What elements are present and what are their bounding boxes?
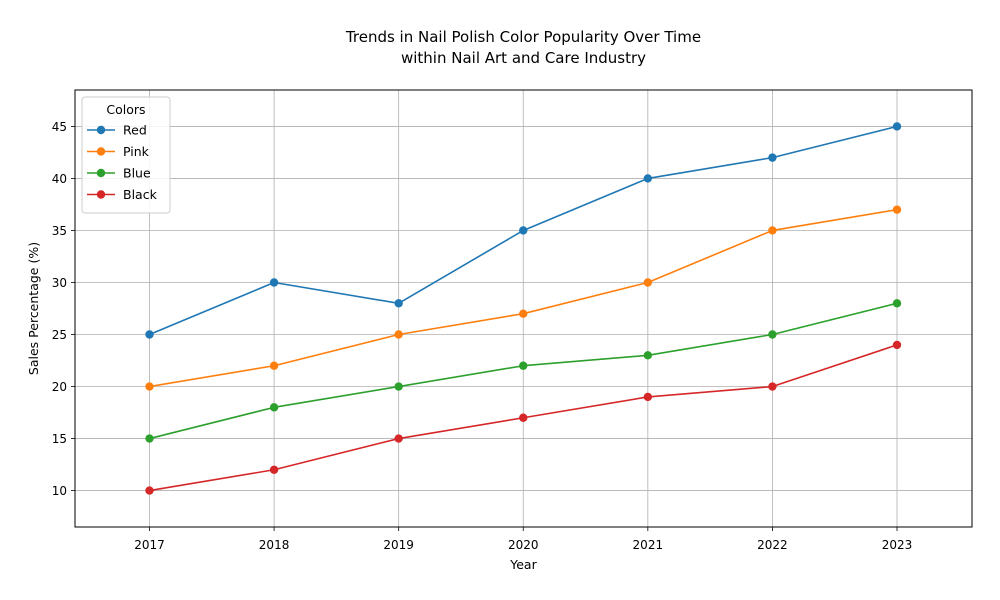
chart-subtitle: within Nail Art and Care Industry bbox=[401, 49, 646, 67]
legend-swatch-marker-pink bbox=[96, 147, 106, 156]
legend-swatch-marker-red bbox=[96, 125, 106, 135]
data-point-blue bbox=[145, 434, 154, 443]
data-point-red bbox=[394, 299, 403, 308]
data-point-blue bbox=[892, 299, 902, 308]
x-axis-label: Year bbox=[509, 557, 537, 572]
data-point-red bbox=[145, 330, 154, 339]
legend-label-blue: Blue bbox=[123, 166, 151, 181]
legend-title: Colors bbox=[106, 102, 145, 117]
data-point-blue bbox=[519, 361, 528, 370]
x-tick-label: 2023 bbox=[882, 538, 913, 552]
data-point-black bbox=[519, 413, 528, 422]
data-point-pink bbox=[145, 382, 154, 391]
y-tick-label: 45 bbox=[52, 120, 67, 134]
legend-box bbox=[81, 96, 171, 214]
data-point-pink bbox=[768, 226, 777, 235]
data-point-red bbox=[643, 174, 653, 183]
data-point-red bbox=[892, 122, 902, 131]
data-point-pink bbox=[892, 205, 902, 214]
data-point-pink bbox=[269, 361, 279, 370]
data-point-red bbox=[519, 226, 528, 235]
data-point-black bbox=[643, 392, 653, 402]
y-tick-label: 30 bbox=[52, 276, 67, 290]
data-point-blue bbox=[643, 351, 653, 360]
x-tick-label: 2022 bbox=[757, 538, 788, 552]
data-point-black bbox=[145, 486, 154, 495]
data-point-blue bbox=[269, 403, 279, 412]
data-point-black bbox=[892, 340, 902, 350]
gridlines bbox=[75, 90, 972, 527]
x-tick-label: 2021 bbox=[633, 538, 664, 552]
data-point-pink bbox=[643, 278, 653, 287]
legend-swatch-marker-black bbox=[96, 190, 106, 199]
axis-ticks: 2017 2018 2019 2020 2021 2022 2023 10 15 20 25 30 35… bbox=[52, 120, 913, 552]
data-point-black bbox=[394, 434, 403, 443]
legend-label-red: Red bbox=[123, 123, 147, 138]
data-point-red bbox=[269, 278, 279, 287]
y-tick-label: 15 bbox=[52, 432, 67, 446]
y-tick-label: 25 bbox=[52, 328, 67, 342]
chart-title: Trends in Nail Polish Color Popularity O… bbox=[345, 28, 701, 46]
legend-swatch-marker-blue bbox=[96, 168, 106, 178]
data-point-blue bbox=[394, 382, 403, 391]
data-point-red bbox=[768, 153, 777, 162]
y-tick-label: 20 bbox=[52, 380, 67, 394]
x-tick-label: 2019 bbox=[383, 538, 414, 552]
legend-label-pink: Pink bbox=[123, 144, 150, 159]
data-point-black bbox=[269, 465, 279, 474]
x-tick-label: 2018 bbox=[259, 538, 290, 552]
data-point-pink bbox=[519, 309, 528, 318]
legend: Colors Red Pink Blue Black bbox=[81, 96, 171, 214]
series-lines bbox=[145, 122, 902, 495]
y-axis-label: Sales Percentage (%) bbox=[26, 242, 41, 375]
x-tick-label: 2017 bbox=[134, 538, 165, 552]
legend-label-black: Black bbox=[123, 187, 158, 202]
x-tick-label: 2020 bbox=[508, 538, 539, 552]
y-tick-label: 40 bbox=[52, 172, 67, 186]
y-tick-label: 35 bbox=[52, 224, 67, 238]
data-point-black bbox=[768, 382, 777, 391]
data-point-pink bbox=[394, 330, 403, 339]
data-point-blue bbox=[768, 330, 777, 339]
y-tick-label: 10 bbox=[52, 484, 67, 498]
